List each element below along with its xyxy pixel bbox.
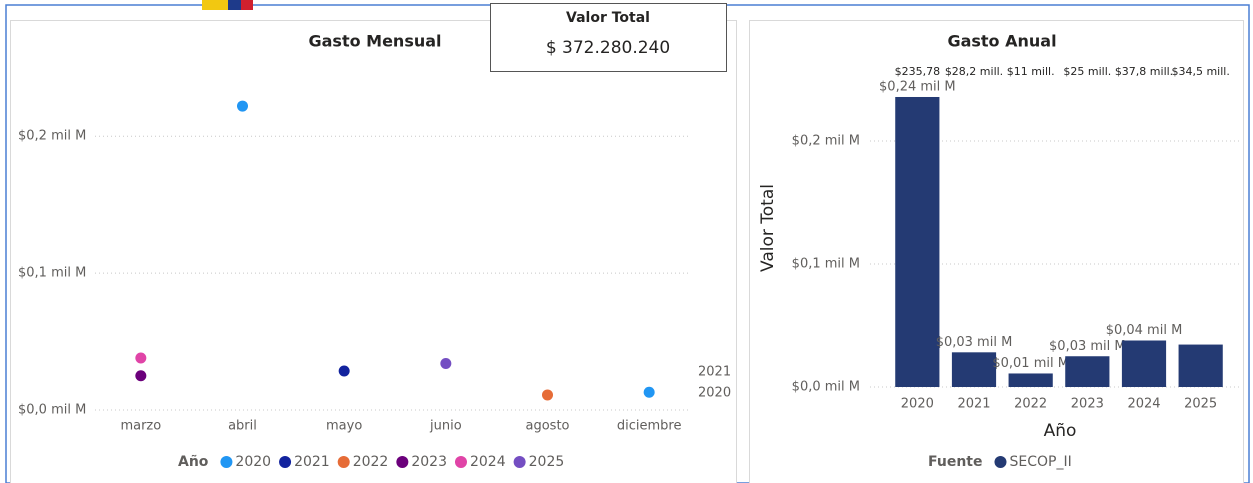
legend-label: 2021 — [294, 454, 330, 470]
point — [237, 100, 248, 112]
top-label: $235,78 — [895, 65, 941, 78]
panel — [10, 20, 737, 483]
legend-label: 2022 — [353, 454, 389, 470]
bar — [895, 96, 940, 387]
top-label: $37,8 mill. — [1115, 65, 1173, 78]
top-label: $34,5 mill. — [1171, 65, 1229, 78]
card-value: $ 372.280.240 — [546, 38, 670, 58]
annotation: 2021 — [698, 365, 731, 380]
y-tick-label: $0,2 mil M — [18, 129, 86, 144]
legend-label: 2023 — [411, 454, 447, 470]
data-label: $0,03 mil M — [1049, 339, 1126, 354]
card: Valor Total $ 372.280.240 — [490, 3, 727, 72]
x-tick-label: 2023 — [1071, 397, 1104, 412]
legend-label: 2024 — [470, 454, 506, 470]
y-tick-label: $0,0 mil M — [792, 380, 860, 395]
x-tick-label: 2024 — [1127, 397, 1160, 412]
data-label: $0,01 mil M — [992, 356, 1069, 371]
top-label: $11 mill. — [1007, 65, 1055, 78]
legend-swatch — [994, 456, 1007, 468]
point — [338, 365, 350, 377]
y-tick-label: $0,0 mil M — [18, 403, 86, 418]
card-title: Valor Total — [566, 10, 650, 26]
top-label: $25 mill. — [1063, 65, 1111, 78]
bar — [1008, 373, 1053, 387]
x-tick-label: mayo — [326, 419, 362, 434]
x-tick-label: 2020 — [901, 397, 934, 412]
bar-chart: Gasto Anual Año Valor Total $0,0 mil M $0… — [758, 32, 1240, 470]
x-tick-label: marzo — [120, 419, 161, 434]
logo-part — [202, 0, 228, 10]
x-tick-label: 2021 — [957, 397, 990, 412]
legend-swatch — [279, 456, 292, 468]
legend-swatch — [454, 456, 467, 468]
y-tick-label: $0,1 mil M — [18, 266, 86, 281]
x-tick-label: 2025 — [1184, 397, 1217, 412]
point — [135, 352, 147, 364]
x-tick-label: junio — [429, 419, 462, 434]
bar — [1121, 340, 1167, 387]
data-label: $0,24 mil M — [879, 79, 956, 94]
legend-swatch — [513, 456, 526, 468]
point — [643, 386, 655, 398]
y-tick-label: $0,2 mil M — [792, 134, 860, 149]
logo-part — [241, 0, 253, 10]
x-tick-label: abril — [228, 419, 257, 434]
legend-title: Año — [178, 454, 209, 470]
panel — [749, 20, 1244, 483]
legend-label: 2020 — [235, 454, 271, 470]
x-tick-label: diciembre — [617, 419, 682, 434]
bar — [1178, 344, 1223, 387]
data-label: $0,03 mil M — [936, 335, 1013, 350]
top-label: $28,2 mill. — [945, 65, 1003, 78]
annotation: 2020 — [698, 386, 731, 401]
chart-title: Gasto Anual — [947, 32, 1056, 51]
y-tick-label: $0,1 mil M — [792, 257, 860, 272]
legend-title: Fuente — [928, 454, 982, 470]
card-box — [490, 3, 727, 72]
legend-swatch — [220, 456, 233, 468]
logo-part — [228, 0, 241, 10]
x-tick-label: agosto — [526, 419, 570, 434]
x-tick-label: 2022 — [1014, 397, 1047, 412]
point — [542, 389, 553, 401]
point — [440, 357, 452, 369]
data-label: $0,04 mil M — [1106, 323, 1183, 338]
bar — [1065, 356, 1110, 387]
legend-label: SECOP_II — [1009, 454, 1071, 470]
y-axis-title: Valor Total — [758, 184, 778, 272]
point — [135, 370, 147, 382]
chart-title: Gasto Mensual — [308, 32, 441, 51]
x-axis-title: Año — [1044, 421, 1077, 441]
bar — [951, 352, 997, 387]
legend-label: 2025 — [529, 454, 565, 470]
legend-swatch — [396, 456, 409, 468]
legend-swatch — [337, 456, 350, 468]
scatter-chart: Gasto Mensual $0,0 mil M $0,1 mil M $0,2 m… — [18, 32, 731, 471]
